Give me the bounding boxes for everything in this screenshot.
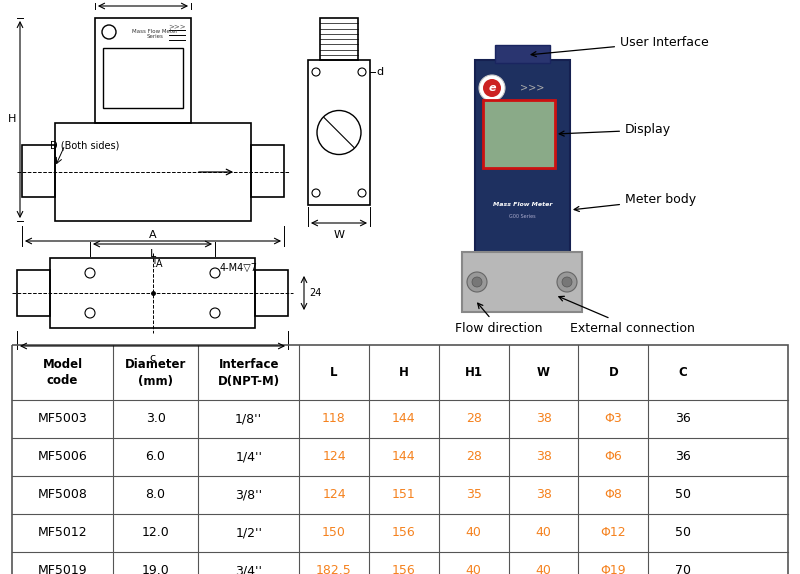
Text: 19.0: 19.0 xyxy=(142,564,170,574)
Text: 40: 40 xyxy=(536,526,551,540)
Text: Meter body: Meter body xyxy=(574,193,696,211)
Text: !A: !A xyxy=(153,259,163,269)
Text: c: c xyxy=(150,353,155,363)
Circle shape xyxy=(557,272,577,292)
Text: 124: 124 xyxy=(322,488,346,502)
Text: 8.0: 8.0 xyxy=(146,488,166,502)
Bar xyxy=(320,18,358,60)
Text: 40: 40 xyxy=(466,564,482,574)
Bar xyxy=(50,258,255,328)
Text: A: A xyxy=(149,230,156,240)
Text: 12.0: 12.0 xyxy=(142,526,170,540)
Text: >>>: >>> xyxy=(168,23,186,29)
Text: 1/8'': 1/8'' xyxy=(235,413,262,425)
Bar xyxy=(55,123,251,221)
Text: 36: 36 xyxy=(675,451,691,463)
Text: 4-M4▽7: 4-M4▽7 xyxy=(220,263,258,273)
Text: e: e xyxy=(488,83,496,93)
Text: Φ6: Φ6 xyxy=(605,451,622,463)
Text: 156: 156 xyxy=(392,564,416,574)
Text: 38: 38 xyxy=(536,451,551,463)
Text: 156: 156 xyxy=(392,526,416,540)
Text: W: W xyxy=(334,230,345,240)
Text: >>>: >>> xyxy=(520,83,545,93)
Text: 40: 40 xyxy=(536,564,551,574)
Text: Φ3: Φ3 xyxy=(605,413,622,425)
Text: User Interface: User Interface xyxy=(531,36,709,57)
Text: 70: 70 xyxy=(675,564,691,574)
Text: 3/4'': 3/4'' xyxy=(235,564,262,574)
Bar xyxy=(475,60,570,255)
Bar xyxy=(495,45,550,63)
Text: 35: 35 xyxy=(466,488,482,502)
Text: 38: 38 xyxy=(536,413,551,425)
Text: 36: 36 xyxy=(675,413,691,425)
Text: Φ8: Φ8 xyxy=(605,488,622,502)
Text: Φ12: Φ12 xyxy=(601,526,626,540)
Text: Mass Flow Meter: Mass Flow Meter xyxy=(493,203,552,207)
Text: 124: 124 xyxy=(322,451,346,463)
Text: 1/2'': 1/2'' xyxy=(235,526,262,540)
Circle shape xyxy=(472,277,482,287)
Text: G00 Series: G00 Series xyxy=(509,215,536,219)
Text: d: d xyxy=(376,67,383,77)
Text: H: H xyxy=(8,114,16,125)
Bar xyxy=(17,270,50,316)
Text: MF5019: MF5019 xyxy=(38,564,87,574)
Text: 28: 28 xyxy=(466,451,482,463)
Text: 40: 40 xyxy=(466,526,482,540)
Text: MF5003: MF5003 xyxy=(38,413,87,425)
Text: Display: Display xyxy=(559,123,671,137)
Text: 6.0: 6.0 xyxy=(146,451,166,463)
Text: 144: 144 xyxy=(392,413,416,425)
Text: 150: 150 xyxy=(322,526,346,540)
Bar xyxy=(95,18,191,123)
Bar xyxy=(251,145,284,197)
Circle shape xyxy=(483,79,501,97)
Text: MF5008: MF5008 xyxy=(38,488,87,502)
Text: Interface
D(NPT-M): Interface D(NPT-M) xyxy=(218,358,280,387)
Bar xyxy=(103,48,183,108)
Bar xyxy=(462,252,582,312)
Circle shape xyxy=(467,272,487,292)
Bar xyxy=(483,100,555,168)
Text: 3/8'': 3/8'' xyxy=(235,488,262,502)
Text: D (Both sides): D (Both sides) xyxy=(50,140,119,150)
Text: External connection: External connection xyxy=(559,296,695,335)
Text: MF5006: MF5006 xyxy=(38,451,87,463)
Text: 151: 151 xyxy=(392,488,416,502)
Bar xyxy=(255,270,288,316)
Text: 1/4'': 1/4'' xyxy=(235,451,262,463)
Text: L: L xyxy=(150,249,156,259)
Text: 28: 28 xyxy=(466,413,482,425)
Text: C: C xyxy=(679,366,688,379)
Text: Flow direction: Flow direction xyxy=(455,303,542,335)
Circle shape xyxy=(479,75,505,101)
Text: Model
code: Model code xyxy=(42,358,82,387)
Text: 182.5: 182.5 xyxy=(316,564,352,574)
Circle shape xyxy=(562,277,572,287)
Text: W: W xyxy=(537,366,550,379)
Bar xyxy=(22,145,55,197)
Text: 24: 24 xyxy=(309,288,322,298)
Text: D: D xyxy=(609,366,618,379)
Text: H: H xyxy=(399,366,409,379)
Bar xyxy=(308,60,370,205)
Text: 118: 118 xyxy=(322,413,346,425)
Bar xyxy=(12,345,788,574)
Text: Φ19: Φ19 xyxy=(601,564,626,574)
Text: 38: 38 xyxy=(536,488,551,502)
Text: MF5012: MF5012 xyxy=(38,526,87,540)
Text: Diameter
(mm): Diameter (mm) xyxy=(125,358,186,387)
Text: 50: 50 xyxy=(675,526,691,540)
Text: L: L xyxy=(330,366,338,379)
Text: 50: 50 xyxy=(675,488,691,502)
Text: 3.0: 3.0 xyxy=(146,413,166,425)
Text: H1: H1 xyxy=(465,366,482,379)
Text: 144: 144 xyxy=(392,451,416,463)
Text: Mass Flow Meter
Series: Mass Flow Meter Series xyxy=(132,29,178,40)
